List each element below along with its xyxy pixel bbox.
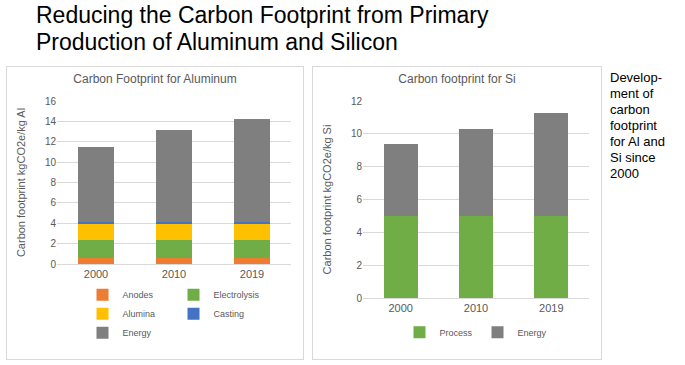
html-text:Production of Aluminum and Sil: Production of Aluminum and Silicon xyxy=(36,29,398,55)
html-text:2000: 2000 xyxy=(610,166,639,181)
svg-text:2000: 2000 xyxy=(84,268,108,280)
svg-text:Carbon Footprint for Aluminum: Carbon Footprint for Aluminum xyxy=(73,72,236,86)
svg-text:2: 2 xyxy=(50,238,56,249)
svg-text:Alumina: Alumina xyxy=(123,309,156,319)
svg-text:Electrolysis: Electrolysis xyxy=(214,290,260,300)
svg-text:Energy: Energy xyxy=(123,328,152,338)
html-text:footprint: footprint xyxy=(610,118,657,133)
svg-text:2010: 2010 xyxy=(162,268,186,280)
svg-text:Casting: Casting xyxy=(214,309,245,319)
svg-text:2: 2 xyxy=(356,260,362,271)
svg-text:Energy: Energy xyxy=(518,328,547,338)
svg-text:14: 14 xyxy=(45,116,57,127)
svg-text:0: 0 xyxy=(50,259,56,270)
svg-text:Carbon footprint kgCO2e/kg Al: Carbon footprint kgCO2e/kg Al xyxy=(15,108,27,257)
html-text:Develop-: Develop- xyxy=(610,70,662,85)
svg-text:Anodes: Anodes xyxy=(123,290,154,300)
svg-text:10: 10 xyxy=(351,128,363,139)
svg-text:12: 12 xyxy=(45,136,57,147)
svg-text:Carbon footprint for Si: Carbon footprint for Si xyxy=(398,72,515,86)
svg-text:4: 4 xyxy=(50,218,56,229)
svg-text:6: 6 xyxy=(356,194,362,205)
svg-text:2019: 2019 xyxy=(539,302,563,314)
html-text:Reducing the Carbon Footprint: Reducing the Carbon Footprint from Prima… xyxy=(36,2,489,28)
svg-text:2010: 2010 xyxy=(464,302,488,314)
html-text:Si since: Si since xyxy=(610,150,656,165)
html-text:ment of: ment of xyxy=(610,86,654,101)
svg-text:16: 16 xyxy=(45,96,57,107)
html-text:for Al and: for Al and xyxy=(610,134,665,149)
html-text:carbon: carbon xyxy=(610,102,650,117)
svg-text:4: 4 xyxy=(356,227,362,238)
svg-text:2019: 2019 xyxy=(240,268,264,280)
svg-text:6: 6 xyxy=(50,197,56,208)
svg-text:2000: 2000 xyxy=(388,302,412,314)
svg-text:8: 8 xyxy=(50,177,56,188)
svg-text:12: 12 xyxy=(351,96,363,107)
svg-text:Process: Process xyxy=(440,328,473,338)
svg-text:0: 0 xyxy=(356,293,362,304)
svg-text:8: 8 xyxy=(356,161,362,172)
svg-text:Carbon footprint kgCO2e/kg Si: Carbon footprint kgCO2e/kg Si xyxy=(321,125,333,275)
svg-text:10: 10 xyxy=(45,157,57,168)
